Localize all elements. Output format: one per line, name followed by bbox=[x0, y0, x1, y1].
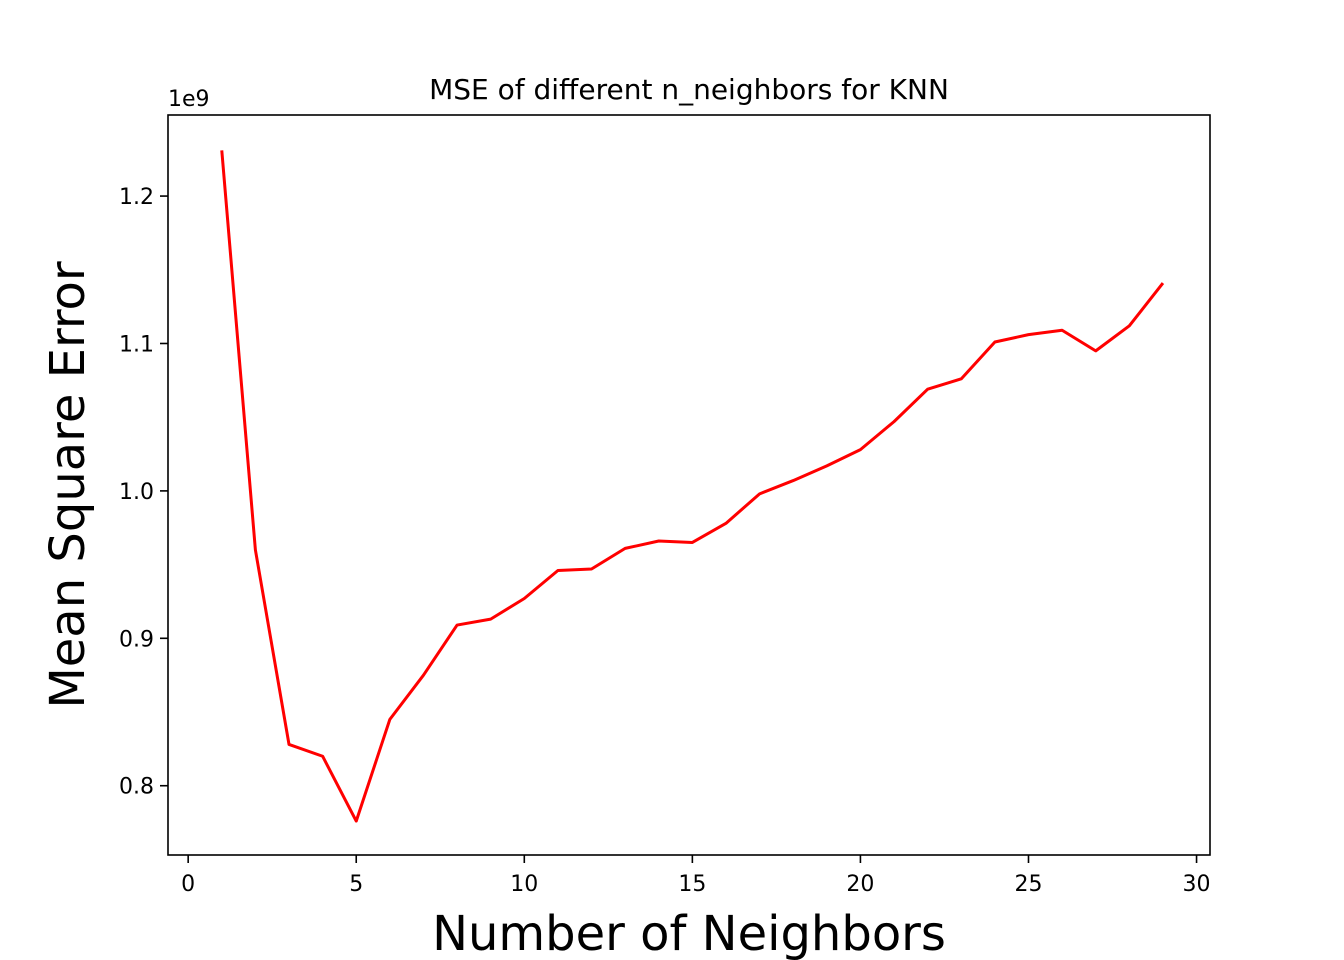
x-tick-label: 10 bbox=[510, 872, 538, 897]
x-tick-label: 5 bbox=[349, 872, 363, 897]
y-axis-label: Mean Square Error bbox=[40, 261, 96, 709]
plot-frame bbox=[167, 114, 1211, 856]
x-tick-label: 15 bbox=[678, 872, 706, 897]
y-tick-label: 1.1 bbox=[119, 332, 154, 357]
y-tick-label: 0.9 bbox=[119, 627, 154, 652]
x-axis-label: Number of Neighbors bbox=[432, 906, 946, 960]
y-offset-label: 1e9 bbox=[168, 87, 210, 112]
x-tick-label: 20 bbox=[846, 872, 874, 897]
series-line bbox=[220, 150, 1165, 823]
axis-ticks: 0 5 10 15 20 25 30 0.8 0.9 1.0 1.1 1.2 bbox=[119, 185, 1211, 897]
y-tick-label: 1.2 bbox=[119, 185, 154, 210]
y-tick-label: 0.8 bbox=[119, 775, 154, 800]
x-tick-label: 25 bbox=[1014, 872, 1042, 897]
chart-title: MSE of different n_neighbors for KNN bbox=[429, 73, 949, 106]
series-layer bbox=[220, 150, 1165, 823]
x-tick-label: 0 bbox=[181, 872, 195, 897]
y-tick-label: 1.0 bbox=[119, 480, 154, 505]
x-tick-label: 30 bbox=[1183, 872, 1211, 897]
